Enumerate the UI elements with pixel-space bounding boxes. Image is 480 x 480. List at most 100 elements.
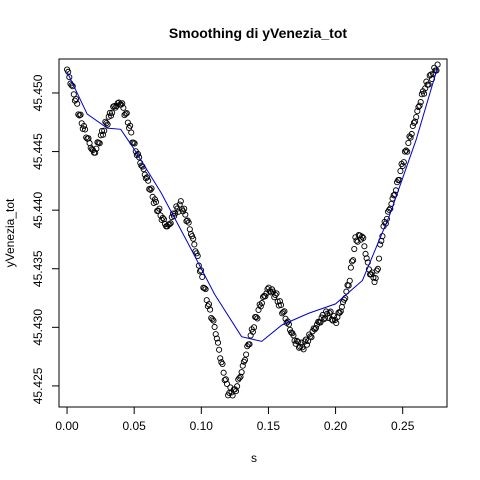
data-point	[82, 126, 89, 133]
data-point	[176, 201, 183, 208]
data-point	[119, 100, 126, 107]
data-point	[273, 290, 280, 297]
data-point	[103, 120, 110, 127]
data-point	[294, 338, 301, 345]
data-point	[207, 306, 214, 313]
data-point	[373, 267, 380, 274]
y-tick-label: 45.430	[31, 309, 45, 346]
data-point	[249, 328, 256, 335]
data-point	[211, 323, 218, 331]
data-point	[326, 309, 333, 316]
x-tick-label: 0.00	[55, 419, 79, 433]
data-point	[303, 341, 311, 348]
data-point	[281, 308, 288, 315]
data-point	[136, 154, 143, 161]
data-point	[307, 333, 314, 340]
data-point	[418, 91, 425, 98]
data-point	[308, 334, 315, 341]
data-point	[209, 316, 216, 323]
data-point	[253, 314, 260, 321]
data-point	[104, 121, 111, 128]
data-point	[400, 159, 407, 166]
data-point	[291, 337, 298, 344]
data-point	[421, 90, 428, 97]
data-point	[181, 205, 188, 212]
data-point	[374, 265, 381, 272]
y-tick-label: 45.450	[31, 74, 45, 111]
data-points	[64, 61, 441, 399]
y-tick-label: 45.435	[31, 250, 45, 287]
chart-title: Smoothing di yVenezia_tot	[169, 25, 347, 41]
data-point	[372, 275, 379, 282]
data-point	[92, 149, 99, 156]
data-point	[412, 118, 419, 125]
data-point	[214, 339, 222, 346]
data-point	[254, 315, 261, 322]
data-point	[311, 326, 318, 333]
data-point	[363, 255, 370, 262]
y-axis: 45.425 45.430 45.435 45.440 45.445 45.450	[31, 74, 59, 404]
data-point	[177, 198, 184, 205]
data-point	[77, 111, 84, 118]
data-point	[217, 355, 224, 362]
data-point	[134, 150, 142, 158]
x-tick-label: 0.10	[190, 419, 214, 433]
data-point	[185, 219, 192, 226]
data-point	[360, 234, 367, 242]
data-point	[361, 243, 368, 250]
data-point	[434, 61, 441, 68]
data-point	[201, 285, 208, 292]
data-point	[342, 295, 349, 302]
data-point	[210, 317, 217, 324]
data-point	[131, 140, 138, 147]
data-point	[219, 360, 226, 368]
data-point	[191, 241, 198, 248]
data-point	[107, 112, 115, 119]
y-tick-label: 45.445	[31, 133, 45, 170]
data-point	[234, 383, 241, 390]
data-point	[351, 245, 358, 253]
data-point	[167, 220, 174, 227]
y-axis-label: yVenezia_tot	[3, 198, 17, 267]
data-point	[280, 309, 287, 316]
data-point	[68, 82, 75, 89]
data-point	[166, 221, 173, 228]
data-point	[147, 186, 154, 193]
data-point	[375, 255, 383, 262]
data-point	[404, 148, 411, 155]
data-point	[410, 119, 418, 126]
data-point	[101, 127, 108, 134]
data-point	[159, 214, 166, 221]
data-point	[275, 302, 282, 309]
data-point	[186, 226, 193, 233]
data-point	[416, 102, 423, 109]
data-point	[120, 104, 127, 111]
x-tick-label: 0.20	[324, 419, 348, 433]
data-point	[359, 233, 366, 240]
data-point	[408, 130, 415, 138]
data-point	[399, 162, 406, 169]
data-point	[274, 298, 281, 305]
x-tick-label: 0.05	[123, 419, 147, 433]
data-point	[333, 319, 340, 327]
data-point	[123, 110, 130, 117]
data-point	[190, 235, 197, 242]
data-point	[229, 392, 236, 399]
data-point	[346, 277, 353, 284]
data-point	[213, 335, 220, 342]
data-point	[96, 140, 103, 147]
data-point	[350, 257, 357, 264]
x-tick-label: 0.25	[391, 419, 415, 433]
data-point	[100, 131, 107, 138]
data-point	[391, 191, 398, 198]
data-point	[371, 278, 378, 286]
data-point	[239, 362, 246, 369]
data-point	[401, 148, 408, 155]
x-axis: 0.00 0.05 0.10 0.15 0.20 0.25	[55, 406, 415, 433]
data-point	[330, 313, 338, 320]
y-tick-label: 45.425	[31, 367, 45, 404]
data-point	[148, 185, 155, 192]
x-tick-label: 0.15	[257, 419, 281, 433]
data-point	[95, 139, 102, 146]
